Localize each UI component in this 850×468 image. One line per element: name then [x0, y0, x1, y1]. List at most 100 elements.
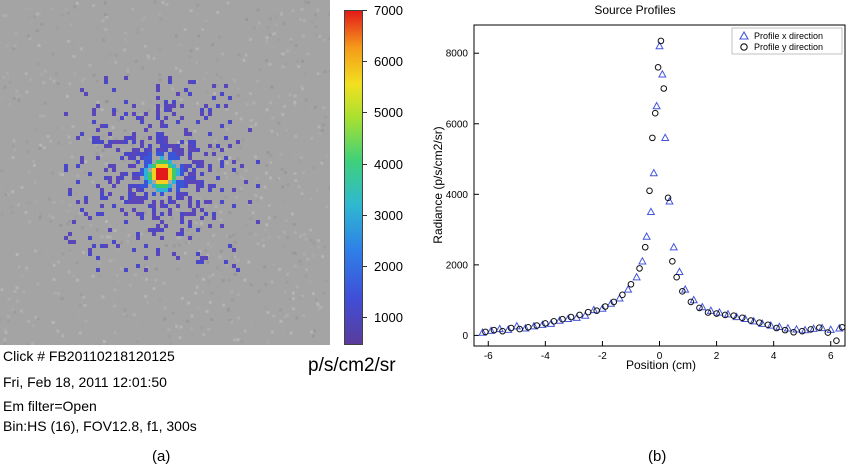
- data-point-triangle: [606, 299, 616, 307]
- data-point-circle: [721, 311, 729, 319]
- data-point-triangle: [749, 316, 758, 325]
- panel-a-label: (a): [152, 448, 171, 465]
- meta-line-filter: Em filter=Open: [3, 398, 97, 414]
- data-point-triangle: [632, 272, 641, 281]
- data-point-circle: [660, 85, 668, 92]
- data-point-triangle: [817, 323, 827, 332]
- colorbar-tick-mark: [362, 112, 367, 114]
- data-point-circle: [559, 315, 566, 323]
- x-axis-label: Position (cm): [626, 358, 696, 372]
- legend-label-y: Profile y direction: [754, 42, 823, 52]
- x-tick-label: -2: [598, 351, 607, 362]
- data-point-triangle: [652, 101, 661, 110]
- data-point-circle: [627, 280, 635, 288]
- data-point-triangle: [546, 319, 556, 327]
- colorbar-tick-mark: [362, 266, 367, 268]
- colorbar-tick-label: 1000: [374, 310, 403, 326]
- data-point-circle: [669, 258, 676, 265]
- data-point-circle: [584, 308, 592, 316]
- chart-title: Source Profiles: [594, 3, 675, 17]
- data-point-triangle: [642, 232, 651, 240]
- data-point-triangle: [646, 207, 656, 216]
- meta-line-click: Click # FB20110218120125: [3, 348, 175, 364]
- data-point-circle: [764, 321, 772, 329]
- data-point-circle: [567, 313, 575, 321]
- data-point-circle: [713, 310, 720, 317]
- series-x-direction: [478, 41, 844, 336]
- data-point-circle: [747, 317, 755, 324]
- plot-frame: [473, 24, 846, 347]
- y-tick-label: 8000: [446, 49, 469, 60]
- data-point-circle: [664, 194, 672, 202]
- y-tick-label: 2000: [446, 260, 469, 271]
- x-tick-label: -4: [541, 351, 550, 362]
- x-tick-label: 6: [828, 351, 834, 362]
- data-point-triangle: [757, 319, 767, 327]
- colorbar-tick-label: 3000: [374, 207, 403, 223]
- data-point-circle: [533, 322, 541, 329]
- y-tick-label: 4000: [446, 190, 469, 201]
- data-point-triangle: [766, 320, 776, 329]
- panel-b-label: (b): [648, 448, 667, 465]
- data-point-triangle: [623, 284, 633, 293]
- luminescence-image: [0, 0, 330, 345]
- data-point-triangle: [521, 323, 530, 332]
- colorbar-tick-label: 5000: [374, 105, 403, 121]
- data-point-circle: [781, 326, 789, 334]
- y-tick-label: 6000: [446, 119, 469, 130]
- data-point-circle: [593, 307, 601, 315]
- data-point-triangle: [538, 320, 547, 328]
- data-point-circle: [704, 309, 712, 316]
- y-axis-label: Radiance (p/s/cm2/sr): [431, 126, 445, 243]
- data-point-triangle: [478, 327, 487, 336]
- data-point-circle: [576, 311, 583, 319]
- data-point-triangle: [732, 312, 741, 321]
- data-point-circle: [610, 298, 618, 306]
- data-point-circle: [507, 324, 515, 332]
- data-point-triangle: [589, 305, 599, 314]
- colorbar-tick-label: 6000: [374, 54, 403, 70]
- data-point-triangle: [504, 325, 513, 333]
- data-point-triangle: [698, 302, 707, 311]
- colorbar-tick-mark: [362, 163, 367, 165]
- x-tick-label: -6: [484, 351, 493, 362]
- data-point-triangle: [655, 41, 664, 50]
- data-point-triangle: [660, 133, 670, 141]
- legend: Profile x direction Profile y direction: [731, 27, 843, 55]
- data-point-triangle: [675, 267, 684, 276]
- x-tick-label: 2: [714, 351, 720, 362]
- data-point-circle: [773, 324, 780, 332]
- y-axis-ticks: 0 2000 4000 6000 8000: [446, 49, 479, 342]
- x-tick-label: 0: [657, 351, 663, 362]
- data-point-circle: [696, 304, 703, 312]
- luminescence-map: [0, 0, 330, 345]
- colorbar: [344, 10, 363, 345]
- data-point-triangle: [649, 168, 659, 177]
- legend-circle-icon: [740, 43, 748, 51]
- x-tick-label: 4: [771, 351, 777, 362]
- data-point-circle: [636, 265, 643, 272]
- data-point-circle: [673, 273, 680, 281]
- x-axis-ticks: -6 -4 -2 0 2 4 6: [484, 341, 834, 362]
- colorbar-tick-label: 4000: [374, 156, 403, 172]
- colorbar-tick-label: 2000: [374, 259, 403, 275]
- data-point-circle: [824, 329, 832, 336]
- colorbar-tick-label: 7000: [374, 3, 403, 18]
- data-point-circle: [542, 320, 549, 327]
- data-point-circle: [798, 327, 806, 335]
- data-point-circle: [790, 328, 797, 336]
- data-point-circle: [816, 324, 823, 331]
- signal-blob: [64, 76, 260, 272]
- data-point-triangle: [740, 314, 750, 322]
- data-point-circle: [738, 314, 746, 322]
- data-point-circle: [550, 318, 558, 325]
- data-point-circle: [687, 298, 695, 306]
- data-point-circle: [838, 324, 846, 331]
- data-point-circle: [649, 134, 656, 142]
- data-point-circle: [516, 325, 523, 333]
- meta-line-date: Fri, Feb 18, 2011 12:01:50: [3, 374, 167, 390]
- legend-label-x: Profile x direction: [754, 31, 823, 41]
- colorbar-unit: p/s/cm2/sr: [308, 355, 396, 376]
- colorbar-tick-mark: [362, 10, 367, 11]
- data-point-triangle: [563, 314, 573, 322]
